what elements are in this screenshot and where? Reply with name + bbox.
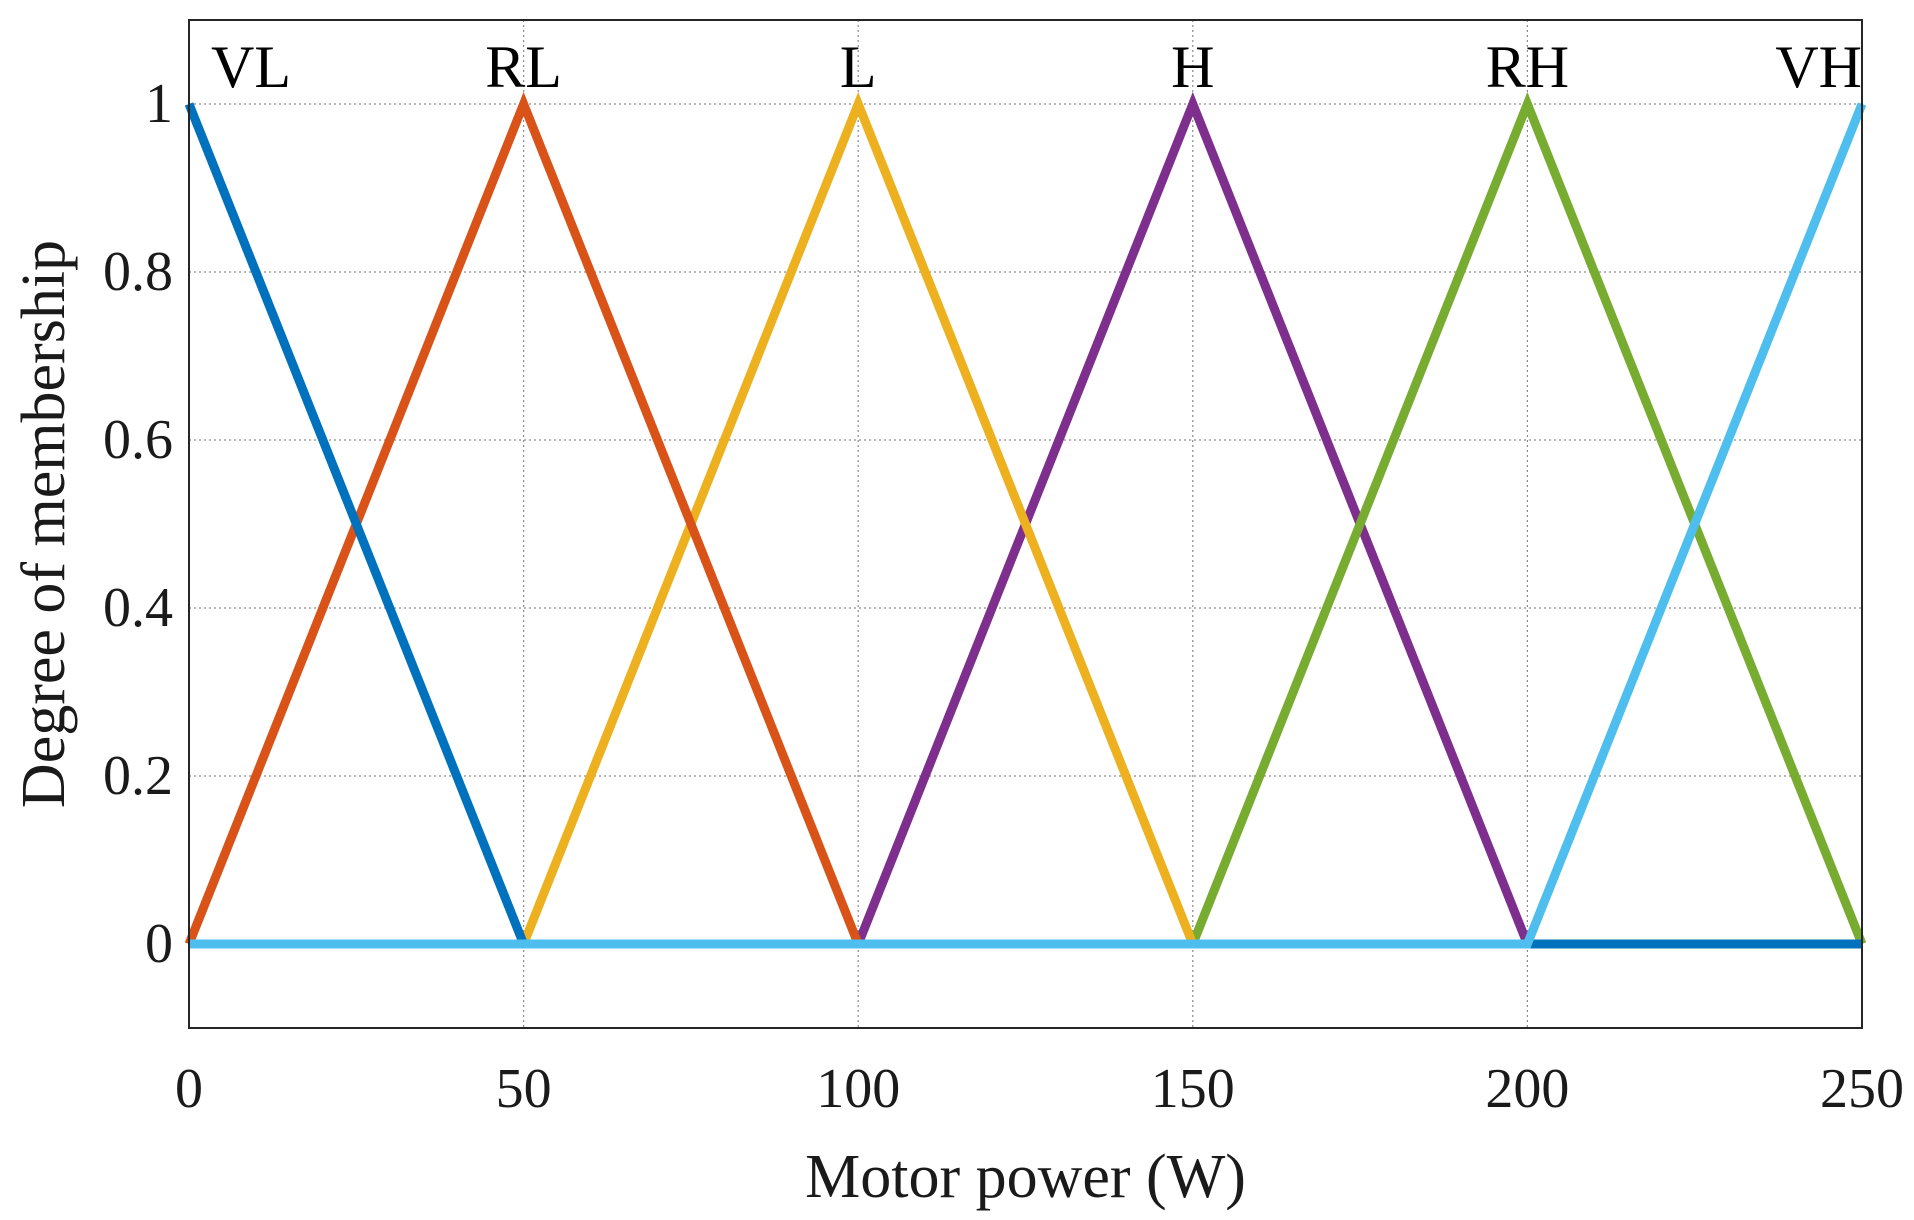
y-tick-label: 0 — [145, 913, 173, 975]
x-tick-label: 200 — [1485, 1058, 1569, 1120]
y-tick-label: 0.6 — [103, 409, 173, 471]
x-tick-label: 0 — [175, 1058, 203, 1120]
y-tick-label: 0.4 — [103, 577, 173, 639]
x-tick-label: 100 — [816, 1058, 900, 1120]
mf-labels: VL RL L H RH VH — [211, 34, 1862, 100]
mf-label-rh: RH — [1486, 34, 1569, 100]
mf-label-vh: VH — [1775, 34, 1862, 100]
series-lines — [184, 91, 1867, 949]
tick-labels: 0 50 100 150 200 250 0 0.2 0.4 0.6 0.8 1 — [103, 73, 1904, 1120]
x-tick-label: 250 — [1820, 1058, 1904, 1120]
x-tick-label: 150 — [1151, 1058, 1235, 1120]
mf-label-h: H — [1171, 34, 1214, 100]
y-tick-label: 0.2 — [103, 745, 173, 807]
x-axis-title: Motor power (W) — [805, 1143, 1246, 1211]
y-tick-label: 0.8 — [103, 241, 173, 303]
y-tick-label: 1 — [145, 73, 173, 135]
mf-label-rl: RL — [485, 34, 562, 100]
mf-label-l: L — [840, 34, 877, 100]
y-axis-title: Degree of membership — [10, 240, 78, 808]
plot-frame — [188, 19, 1863, 1029]
series-line-vh — [189, 102, 1867, 949]
x-tick-label: 50 — [496, 1058, 552, 1120]
mf-label-vl: VL — [211, 34, 291, 100]
